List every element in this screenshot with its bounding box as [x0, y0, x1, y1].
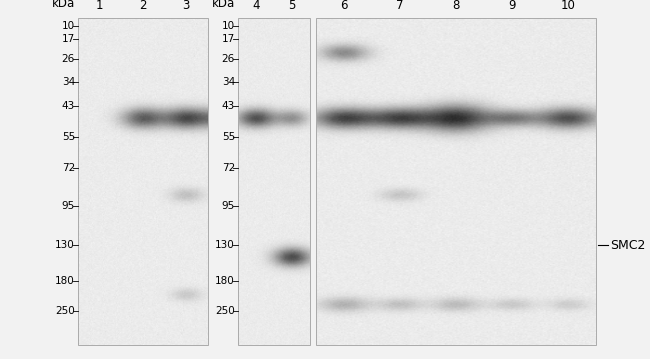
Text: 95: 95 — [222, 201, 235, 211]
Text: 180: 180 — [215, 276, 235, 286]
Text: 43: 43 — [62, 101, 75, 111]
Text: 130: 130 — [55, 240, 75, 250]
Text: 34: 34 — [222, 77, 235, 87]
Text: kDa: kDa — [212, 0, 235, 10]
Bar — [78, 18, 208, 345]
Text: 7: 7 — [396, 0, 404, 12]
Text: 130: 130 — [215, 240, 235, 250]
Bar — [316, 18, 596, 345]
Text: 180: 180 — [55, 276, 75, 286]
Text: SMC2: SMC2 — [610, 239, 645, 252]
Text: 26: 26 — [222, 54, 235, 64]
Text: 4: 4 — [252, 0, 260, 12]
Text: 5: 5 — [289, 0, 296, 12]
Text: 1: 1 — [96, 0, 103, 12]
Text: 250: 250 — [55, 306, 75, 316]
Text: 72: 72 — [62, 163, 75, 173]
Bar — [238, 18, 310, 345]
Text: 10: 10 — [62, 21, 75, 31]
Text: 34: 34 — [62, 77, 75, 87]
Text: 72: 72 — [222, 163, 235, 173]
Text: 43: 43 — [222, 101, 235, 111]
Text: 55: 55 — [62, 132, 75, 143]
Text: 95: 95 — [62, 201, 75, 211]
Text: 17: 17 — [222, 34, 235, 44]
Text: 17: 17 — [62, 34, 75, 44]
Text: 55: 55 — [222, 132, 235, 143]
Text: 8: 8 — [452, 0, 460, 12]
Text: 10: 10 — [222, 21, 235, 31]
Text: kDa: kDa — [52, 0, 75, 10]
Text: 10: 10 — [560, 0, 575, 12]
Text: 3: 3 — [183, 0, 190, 12]
Text: 6: 6 — [340, 0, 348, 12]
Text: 250: 250 — [215, 306, 235, 316]
Text: 2: 2 — [139, 0, 147, 12]
Text: 9: 9 — [508, 0, 515, 12]
Text: 26: 26 — [62, 54, 75, 64]
